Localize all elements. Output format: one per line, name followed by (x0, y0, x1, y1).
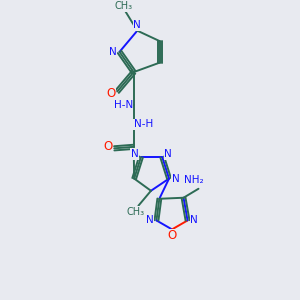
Text: N: N (109, 47, 117, 57)
Text: N: N (134, 20, 141, 30)
Text: N: N (146, 215, 154, 225)
Text: N-H: N-H (134, 119, 153, 129)
Text: CH₃: CH₃ (126, 207, 145, 217)
Text: N: N (131, 149, 139, 159)
Text: NH₂: NH₂ (184, 175, 204, 185)
Text: CH₃: CH₃ (115, 1, 133, 11)
Text: O: O (106, 87, 115, 101)
Text: N: N (190, 215, 198, 225)
Text: H-N: H-N (114, 100, 133, 110)
Text: N: N (164, 149, 172, 159)
Text: O: O (103, 140, 112, 153)
Text: N: N (172, 174, 179, 184)
Text: O: O (167, 230, 177, 242)
